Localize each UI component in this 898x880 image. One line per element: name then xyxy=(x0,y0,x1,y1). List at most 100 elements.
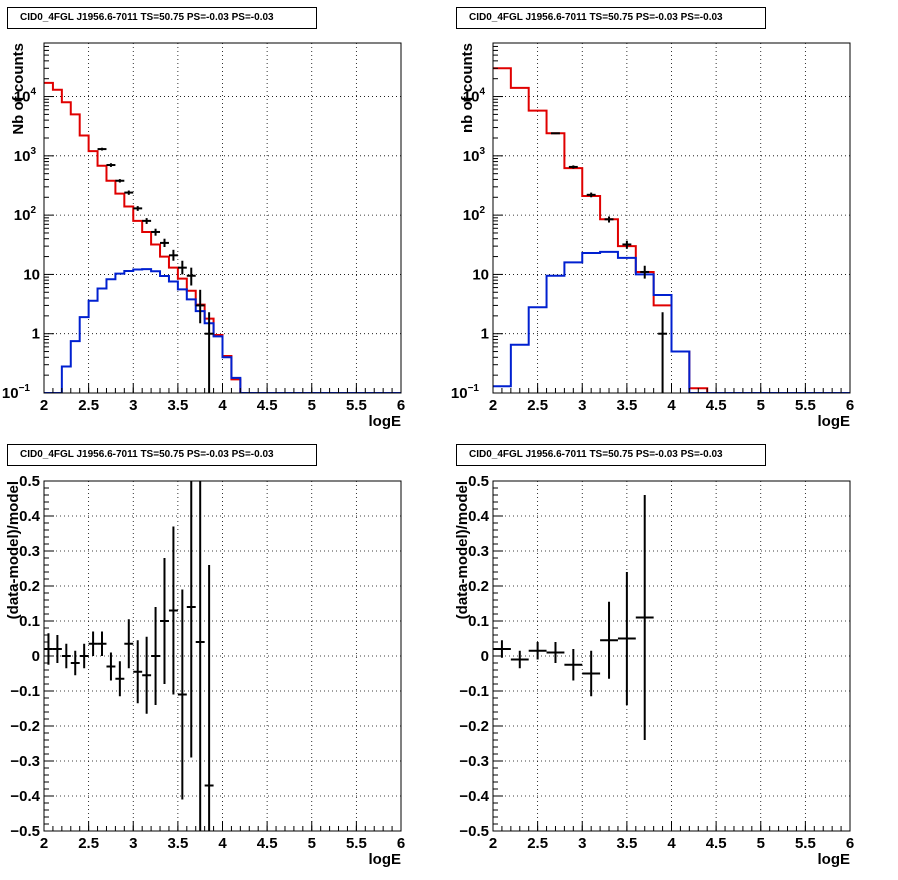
x-tick-label: 2.5 xyxy=(527,835,548,852)
data-point xyxy=(586,192,596,198)
data-point xyxy=(106,163,116,167)
y-tick-label: −0.5 xyxy=(459,823,489,840)
x-tick-label: 2 xyxy=(489,835,497,852)
x-tick-label: 6 xyxy=(846,397,854,414)
y-tick-label: −0.2 xyxy=(10,718,40,735)
data-point xyxy=(617,572,636,705)
data-point xyxy=(528,642,547,660)
data-point xyxy=(582,650,601,697)
x-tick-label: 3 xyxy=(578,835,586,852)
pad-residuals-fine: 2 2.5 3 3.5 4 4.5 5 5.5 6 logE −0.5 −0.4 −0.3 −0.2 −0.… xyxy=(0,437,449,875)
y-tick-label: 0.4 xyxy=(468,508,490,525)
y-tick-label: 0 xyxy=(32,648,40,665)
y-tick-label: 0.4 xyxy=(19,508,41,525)
data-point xyxy=(600,601,618,679)
x-axis-label: logE xyxy=(369,413,402,430)
x-tick-label: 3 xyxy=(578,397,586,414)
x-tick-label: 3 xyxy=(129,397,137,414)
x-tick-label: 3 xyxy=(129,835,137,852)
data-point xyxy=(115,661,125,697)
y-tick-label: −0.1 xyxy=(10,683,40,700)
y-axis: −0.5 −0.4 −0.3 −0.2 −0.1 0 0.1 0.2 0.3 0.4 0.5(dat… xyxy=(454,473,503,840)
y-tick-label: 0.5 xyxy=(19,473,40,490)
y-axis: −0.5 −0.4 −0.3 −0.2 −0.1 0 0.1 0.2 0.3 0.4 0.5(dat… xyxy=(5,473,54,840)
y-tick-label: 0.1 xyxy=(19,613,40,630)
y-tick-exponent: 3 xyxy=(479,146,485,157)
y-axis-label: (data-model)/model xyxy=(5,481,22,619)
y-tick-label: −0.3 xyxy=(10,753,40,770)
data-point xyxy=(510,650,529,669)
data-point xyxy=(79,643,89,669)
y-tick-exponent: −1 xyxy=(19,383,31,394)
y-tick-exponent: 2 xyxy=(479,205,485,216)
data-point xyxy=(195,289,205,324)
y-tick-label: 0.2 xyxy=(19,578,40,595)
y-tick-label: 103 xyxy=(14,146,37,165)
x-tick-label: 4.5 xyxy=(706,835,727,852)
x-tick-label: 3.5 xyxy=(616,397,637,414)
x-tick-label: 5.5 xyxy=(346,397,367,414)
y-tick-label: 10 xyxy=(23,266,40,283)
data-point xyxy=(142,636,152,714)
data-point xyxy=(133,206,143,211)
data-point xyxy=(97,147,107,151)
x-tick-label: 4.5 xyxy=(257,835,278,852)
grid xyxy=(44,481,401,831)
y-tick-exponent: −1 xyxy=(468,383,480,394)
data-point xyxy=(564,649,583,681)
x-tick-label: 6 xyxy=(397,397,405,414)
data-point xyxy=(124,190,134,195)
y-tick-label: 102 xyxy=(14,205,37,224)
data-point xyxy=(568,165,578,169)
data-point xyxy=(186,481,196,758)
data-point xyxy=(195,481,205,831)
y-tick-label: 102 xyxy=(463,205,486,224)
y-tick-label: 0.1 xyxy=(468,613,489,630)
x-tick-label: 5.5 xyxy=(795,397,816,414)
data-point xyxy=(604,216,614,223)
data-point xyxy=(177,589,187,800)
data-point xyxy=(97,631,107,656)
x-tick-label: 3.5 xyxy=(167,835,188,852)
y-axis-label: (data-model)/model xyxy=(454,481,471,619)
data-point xyxy=(151,228,161,236)
x-tick-label: 4 xyxy=(667,835,676,852)
x-tick-label: 2 xyxy=(489,397,497,414)
source-model-histogram xyxy=(44,268,401,393)
x-tick-label: 4.5 xyxy=(706,397,727,414)
x-tick-label: 2.5 xyxy=(527,397,548,414)
data-point xyxy=(151,607,161,705)
y-tick-label: −0.1 xyxy=(459,683,489,700)
plot-area xyxy=(44,481,214,831)
data-point xyxy=(61,643,71,669)
data-point xyxy=(106,652,116,681)
x-tick-label: 5 xyxy=(308,397,316,414)
data-point xyxy=(546,642,565,663)
y-tick-label: 103 xyxy=(463,146,486,165)
data-point xyxy=(160,558,169,684)
x-tick-label: 6 xyxy=(846,835,854,852)
data-point xyxy=(177,260,187,275)
y-tick-label: 0.5 xyxy=(468,473,489,490)
x-tick-label: 3.5 xyxy=(167,397,188,414)
data-point xyxy=(142,218,152,224)
total-model-histogram xyxy=(44,81,401,393)
chart-counts-fine: 2 2.5 3 3.5 4 4.5 5 5.5 6logE10−1110102103104Nb … xyxy=(2,42,405,430)
x-tick-label: 4.5 xyxy=(257,397,278,414)
pad-counts-fine: 2 2.5 3 3.5 4 4.5 5 5.5 6 logE 10−1 1 10 102 103 104 Nb … xyxy=(0,0,449,437)
data-point xyxy=(168,249,178,261)
y-tick-label: 1 xyxy=(32,326,40,343)
data-point xyxy=(635,495,654,740)
plot-title: CID0_4FGL J1956.6-7011 TS=50.75 PS=-0.03… xyxy=(456,7,766,29)
y-tick-label: −0.4 xyxy=(459,788,489,805)
data-point xyxy=(204,565,214,831)
chart-counts-coarse: 2 2.5 3 3.5 4 4.5 5 5.5 6logE10−1110102103104nb … xyxy=(451,42,854,430)
y-tick-label: 0 xyxy=(481,648,489,665)
x-axis-label: logE xyxy=(818,851,851,868)
y-tick-label: 0.3 xyxy=(19,543,40,560)
